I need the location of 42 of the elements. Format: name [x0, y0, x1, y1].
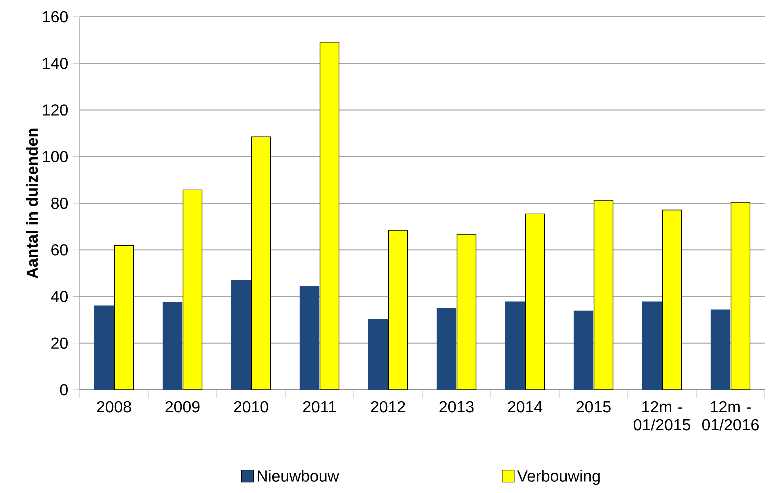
bar [594, 200, 614, 390]
bar [505, 302, 526, 390]
legend-label: Nieuwbouw [258, 470, 340, 482]
bar [710, 310, 731, 390]
y-tick-label: 100 [43, 151, 68, 163]
y-tick-label: 80 [52, 198, 68, 210]
bar [300, 286, 320, 390]
x-tick-label: 12m - 01/2015 [634, 401, 690, 431]
bar [642, 302, 662, 390]
x-tick-label: 2008 [97, 401, 132, 413]
bar [94, 306, 114, 390]
bar [182, 190, 203, 390]
bar [456, 234, 477, 390]
x-tick-label: 2013 [440, 401, 474, 413]
bar [114, 245, 134, 390]
x-tick-label: 2015 [576, 401, 611, 413]
bar [231, 280, 252, 390]
bar [251, 136, 272, 390]
bar [525, 214, 546, 390]
legend-label: Verbouwing [517, 470, 600, 486]
x-tick-label: 2009 [166, 401, 200, 413]
bar [162, 302, 183, 390]
y-tick-label: 140 [43, 58, 68, 70]
bar [320, 42, 340, 390]
y-tick-label: 20 [52, 338, 68, 350]
bar [388, 230, 408, 390]
y-tick-label: 160 [43, 11, 68, 23]
y-tick-label: 60 [52, 244, 68, 256]
bar [574, 310, 594, 390]
bar [436, 308, 457, 390]
bar [368, 319, 388, 390]
y-axis-title: Aantal in duizenden [26, 128, 38, 279]
x-tick-label: 2014 [508, 401, 543, 413]
y-tick-label: 40 [51, 291, 68, 302]
bar [730, 202, 751, 390]
x-tick-label: 2011 [303, 401, 336, 413]
y-tick-label: 0 [60, 384, 68, 396]
x-tick-label: 2012 [371, 401, 406, 413]
bar [662, 210, 682, 390]
x-tick-label: 2010 [234, 401, 268, 413]
y-tick-label: 120 [43, 104, 68, 116]
x-tick-label: 12m - 01/2016 [702, 401, 759, 431]
